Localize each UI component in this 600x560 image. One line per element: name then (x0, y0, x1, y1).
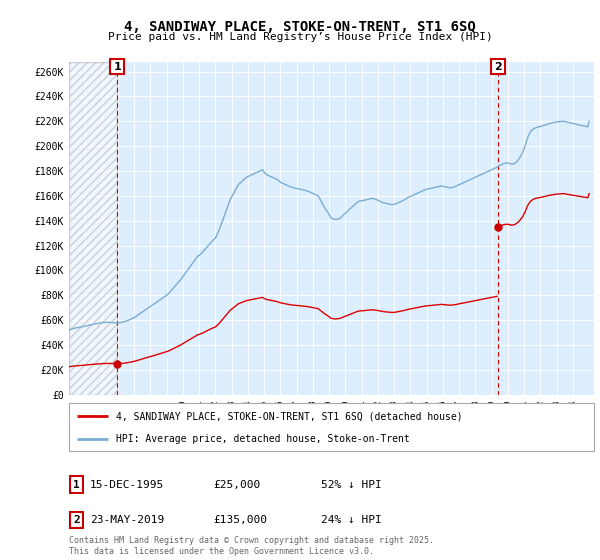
Text: 24% ↓ HPI: 24% ↓ HPI (321, 515, 382, 525)
Text: 52% ↓ HPI: 52% ↓ HPI (321, 480, 382, 490)
Text: 4, SANDIWAY PLACE, STOKE-ON-TRENT, ST1 6SQ: 4, SANDIWAY PLACE, STOKE-ON-TRENT, ST1 6… (124, 20, 476, 34)
Text: Price paid vs. HM Land Registry’s House Price Index (HPI): Price paid vs. HM Land Registry’s House … (107, 32, 493, 43)
Text: £135,000: £135,000 (213, 515, 267, 525)
Text: HPI: Average price, detached house, Stoke-on-Trent: HPI: Average price, detached house, Stok… (116, 434, 410, 444)
Text: 23-MAY-2019: 23-MAY-2019 (90, 515, 164, 525)
Text: 4, SANDIWAY PLACE, STOKE-ON-TRENT, ST1 6SQ (detached house): 4, SANDIWAY PLACE, STOKE-ON-TRENT, ST1 6… (116, 411, 463, 421)
Text: £25,000: £25,000 (213, 480, 260, 490)
Text: 1: 1 (73, 480, 80, 489)
Text: 2: 2 (73, 515, 80, 525)
Text: 2: 2 (494, 62, 502, 72)
FancyBboxPatch shape (69, 403, 594, 451)
Text: Contains HM Land Registry data © Crown copyright and database right 2025.
This d: Contains HM Land Registry data © Crown c… (69, 536, 434, 556)
Text: 1: 1 (113, 62, 121, 72)
Text: 15-DEC-1995: 15-DEC-1995 (90, 480, 164, 490)
Bar (69, 62, 117, 395)
